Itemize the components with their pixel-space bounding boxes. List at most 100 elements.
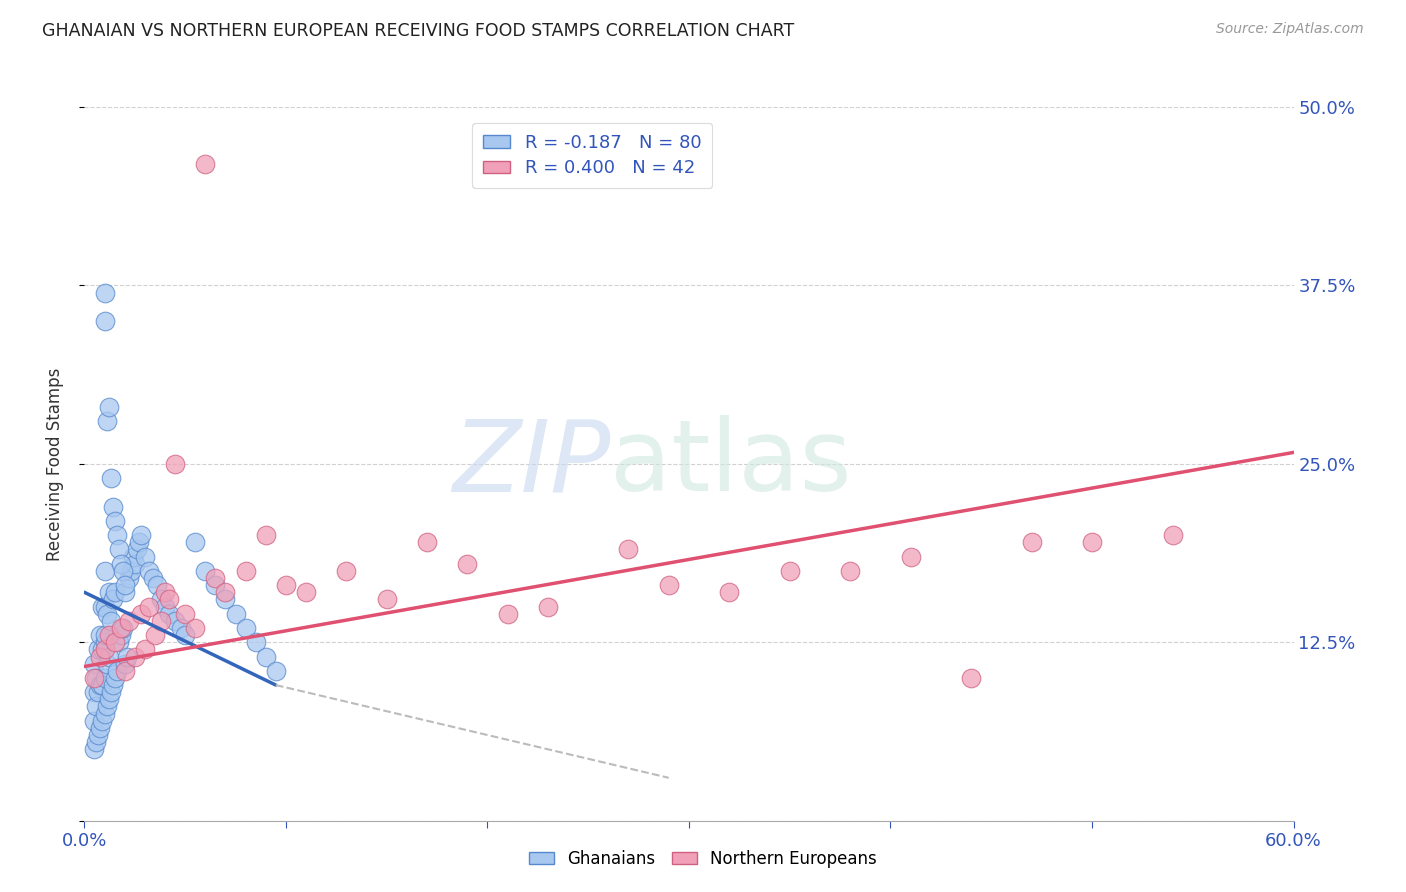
- Point: [93, 285, 115, 300]
- Point: [138, 564, 160, 578]
- Point: [157, 592, 180, 607]
- Point: [245, 635, 267, 649]
- Point: [274, 578, 297, 592]
- Point: [225, 607, 247, 621]
- Point: [93, 314, 115, 328]
- Point: [1081, 535, 1104, 549]
- Point: [121, 549, 143, 564]
- Point: [118, 571, 141, 585]
- Point: [101, 678, 124, 692]
- Point: [93, 628, 115, 642]
- Point: [93, 706, 115, 721]
- Point: [97, 585, 120, 599]
- Point: [115, 649, 138, 664]
- Point: [617, 542, 640, 557]
- Text: ZIP: ZIP: [453, 416, 610, 512]
- Point: [204, 571, 226, 585]
- Point: [86, 671, 108, 685]
- Point: [107, 635, 129, 649]
- Point: [105, 528, 128, 542]
- Point: [235, 564, 257, 578]
- Point: [165, 457, 187, 471]
- Point: [128, 535, 150, 549]
- Point: [96, 414, 118, 428]
- Legend: Ghanaians, Northern Europeans: Ghanaians, Northern Europeans: [522, 844, 884, 875]
- Point: [87, 642, 110, 657]
- Point: [91, 599, 114, 614]
- Point: [146, 578, 169, 592]
- Point: [114, 664, 136, 678]
- Point: [87, 728, 110, 742]
- Point: [100, 471, 122, 485]
- Point: [86, 735, 108, 749]
- Point: [111, 564, 134, 578]
- Point: [114, 585, 136, 599]
- Point: [96, 607, 118, 621]
- Point: [960, 671, 983, 685]
- Point: [87, 685, 110, 699]
- Point: [83, 714, 105, 728]
- Point: [235, 621, 257, 635]
- Point: [537, 599, 560, 614]
- Point: [295, 585, 318, 599]
- Point: [110, 628, 132, 642]
- Point: [456, 557, 478, 571]
- Point: [124, 557, 146, 571]
- Point: [839, 564, 862, 578]
- Point: [204, 578, 226, 592]
- Point: [93, 642, 115, 657]
- Point: [100, 614, 122, 628]
- Text: Source: ZipAtlas.com: Source: ZipAtlas.com: [1216, 22, 1364, 37]
- Point: [118, 614, 141, 628]
- Point: [153, 585, 176, 599]
- Text: atlas: atlas: [610, 416, 852, 512]
- Point: [104, 671, 127, 685]
- Point: [658, 578, 681, 592]
- Point: [142, 571, 165, 585]
- Point: [174, 607, 197, 621]
- Point: [165, 614, 187, 628]
- Point: [104, 585, 127, 599]
- Point: [97, 628, 120, 642]
- Point: [93, 564, 115, 578]
- Point: [254, 528, 277, 542]
- Point: [89, 628, 111, 642]
- Point: [93, 635, 115, 649]
- Point: [120, 564, 142, 578]
- Point: [114, 657, 136, 671]
- Point: [89, 678, 111, 692]
- Point: [93, 599, 115, 614]
- Point: [125, 542, 148, 557]
- Point: [96, 657, 118, 671]
- Point: [129, 607, 152, 621]
- Point: [1161, 528, 1184, 542]
- Point: [86, 699, 108, 714]
- Point: [91, 678, 114, 692]
- Point: [91, 642, 114, 657]
- Point: [110, 557, 132, 571]
- Point: [149, 592, 172, 607]
- Point: [83, 742, 105, 756]
- Point: [107, 542, 129, 557]
- Point: [153, 599, 176, 614]
- Point: [184, 621, 207, 635]
- Point: [1021, 535, 1043, 549]
- Y-axis label: Receiving Food Stamps: Receiving Food Stamps: [45, 368, 63, 560]
- Point: [157, 607, 180, 621]
- Point: [254, 649, 277, 664]
- Point: [900, 549, 922, 564]
- Point: [124, 649, 146, 664]
- Point: [170, 621, 193, 635]
- Point: [194, 564, 217, 578]
- Point: [214, 592, 236, 607]
- Point: [134, 642, 156, 657]
- Legend: R = -0.187   N = 80, R = 0.400   N = 42: R = -0.187 N = 80, R = 0.400 N = 42: [472, 123, 711, 188]
- Point: [335, 564, 357, 578]
- Point: [97, 400, 120, 414]
- Point: [105, 664, 128, 678]
- Point: [416, 535, 439, 549]
- Point: [96, 699, 118, 714]
- Point: [779, 564, 801, 578]
- Point: [114, 578, 136, 592]
- Point: [111, 621, 134, 635]
